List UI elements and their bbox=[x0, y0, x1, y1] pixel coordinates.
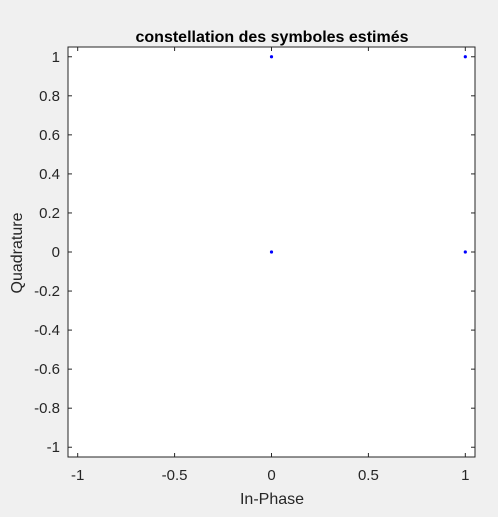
x-tick-label: 0.5 bbox=[358, 467, 379, 484]
x-axis: -1 -0.5 0 0.5 1 bbox=[71, 47, 469, 484]
y-tick-label: 0 bbox=[52, 244, 60, 261]
y-tick-label: -0.6 bbox=[34, 361, 60, 378]
x-tick-label: -1 bbox=[71, 467, 84, 484]
y-tick-label: 1 bbox=[52, 49, 60, 66]
x-tick-label: -0.5 bbox=[162, 467, 188, 484]
x-tick-label: 1 bbox=[461, 467, 469, 484]
constellation-point bbox=[463, 250, 467, 254]
x-tick-label: 0 bbox=[267, 467, 275, 484]
x-axis-label: In-Phase bbox=[240, 491, 304, 508]
y-tick-label: 0.4 bbox=[39, 166, 60, 183]
y-axis: 1 0.8 0.6 0.4 0.2 0 -0.2 -0.4 -0.6 -0.8 -1 bbox=[34, 49, 475, 456]
y-tick-label: 0.8 bbox=[39, 88, 60, 105]
data-points bbox=[269, 55, 467, 254]
constellation-point bbox=[269, 55, 274, 59]
y-tick-label: -0.8 bbox=[34, 400, 60, 417]
chart-title: constellation des symboles estimés bbox=[136, 29, 409, 46]
y-tick-label: 0.6 bbox=[39, 127, 60, 144]
constellation-point bbox=[463, 55, 467, 59]
y-tick-label: -0.4 bbox=[34, 322, 60, 339]
y-tick-label: -1 bbox=[47, 439, 60, 456]
y-axis-label: Quadrature bbox=[9, 212, 26, 293]
y-tick-label: 0.2 bbox=[39, 205, 60, 222]
y-tick-label: -0.2 bbox=[34, 283, 60, 300]
constellation-point bbox=[269, 250, 274, 254]
